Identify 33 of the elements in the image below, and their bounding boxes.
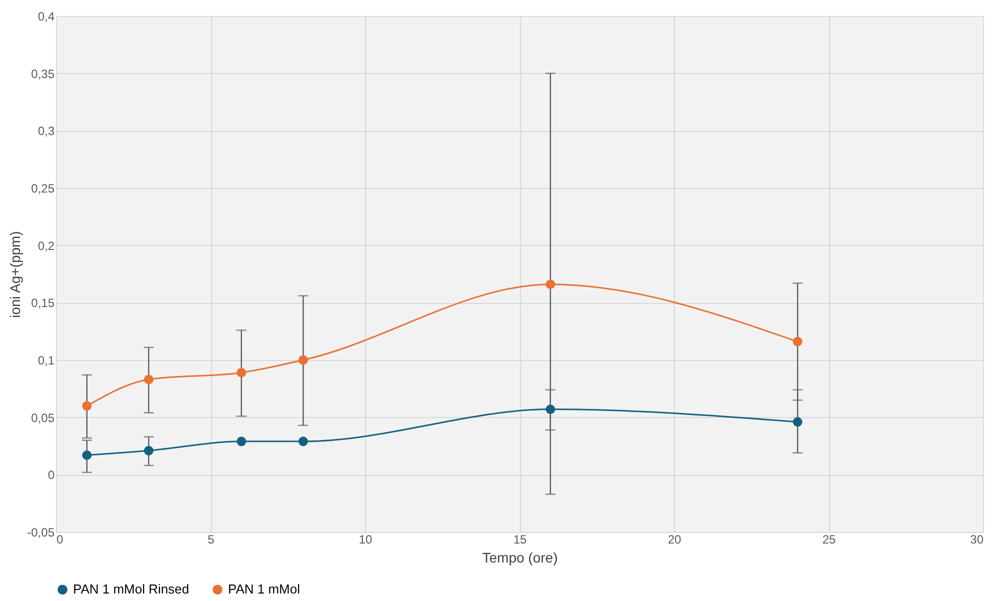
y-tick-label: 0,05 <box>31 410 55 425</box>
point <box>298 355 308 365</box>
x-tick-label: 0 <box>56 532 64 546</box>
x-axis-title: Tempo (ore) <box>482 550 558 566</box>
point <box>298 436 308 446</box>
x-tick-label: 5 <box>208 532 215 546</box>
y-tick-label: -0,05 <box>27 526 55 540</box>
y-tick-label: 0,25 <box>31 182 55 196</box>
x-tick-label: 15 <box>513 532 527 546</box>
x-tick-label: 30 <box>970 532 984 546</box>
x-tick-label: 20 <box>668 532 682 546</box>
point <box>236 436 246 446</box>
x-tick-label: 25 <box>822 532 836 546</box>
y-tick-label: 0,4 <box>38 10 55 24</box>
point <box>546 280 556 290</box>
y-axis-title: ioni Ag+(ppm) <box>7 231 24 318</box>
y-tick-label: 0,15 <box>31 296 55 310</box>
y-tick-label: 0,35 <box>31 66 55 81</box>
point <box>236 368 246 378</box>
point <box>792 417 802 427</box>
point <box>144 446 154 456</box>
point <box>546 404 556 414</box>
point <box>82 401 92 411</box>
y-tick-label: 0 <box>48 468 55 482</box>
point <box>82 450 92 460</box>
point <box>792 336 802 346</box>
legend-label: PAN 1 mMol Rinsed <box>73 582 190 597</box>
legend-label: PAN 1 mMol <box>228 582 300 597</box>
y-tick-label: 0,2 <box>38 238 55 253</box>
point <box>144 374 154 384</box>
x-tick-label: 10 <box>358 532 372 546</box>
y-tick-label: 0,1 <box>38 354 55 368</box>
y-tick-label: 0,3 <box>38 124 55 138</box>
